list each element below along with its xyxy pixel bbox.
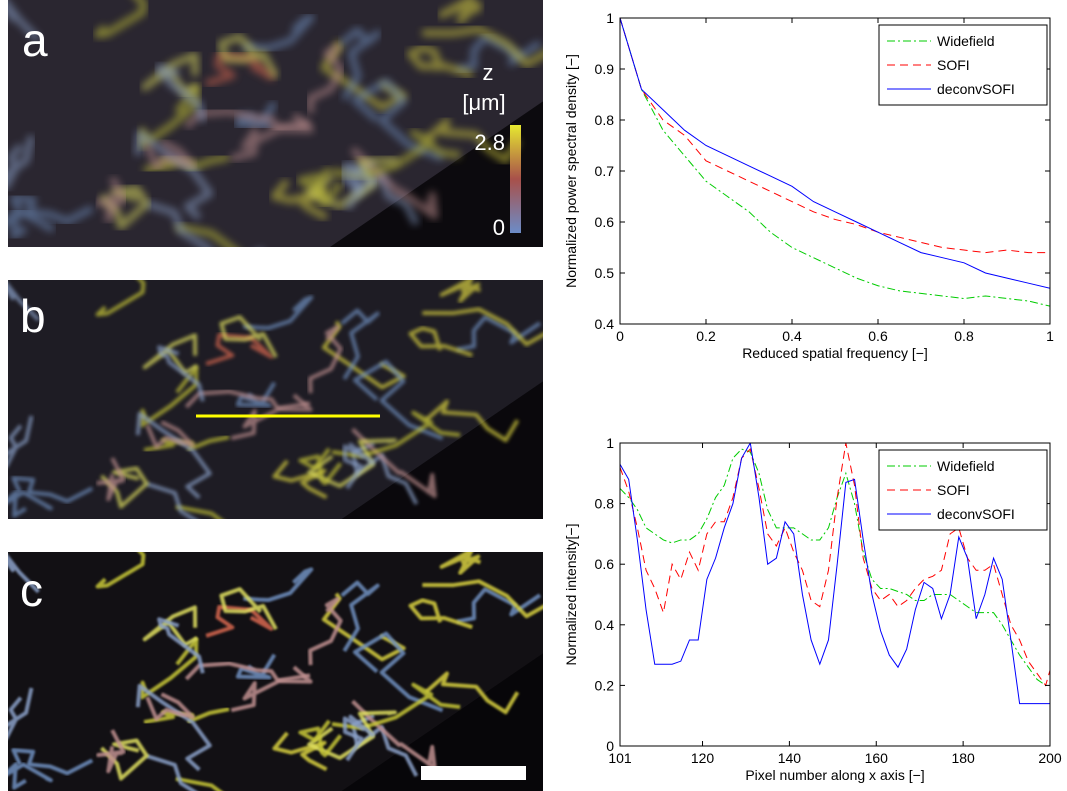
- y-axis-label: Normalized power spectral density [−]: [563, 54, 579, 288]
- y-tick-label: 0.9: [595, 61, 615, 77]
- x-tick-label: 0.8: [954, 328, 974, 344]
- legend-label: SOFI: [937, 57, 970, 73]
- colorbar-tick: 0: [493, 215, 505, 240]
- legend-label: deconvSOFI: [937, 506, 1015, 522]
- y-tick-label: 0.6: [595, 556, 615, 572]
- legend-label: Widefield: [937, 458, 995, 474]
- colorbar-unit: [μm]: [462, 90, 505, 115]
- legend-label: Widefield: [937, 33, 995, 49]
- y-tick-label: 0.5: [595, 265, 615, 281]
- figure: z [μm] 2.8 0 a b c 00.20.40.60.810.40.50…: [0, 0, 1067, 791]
- x-tick-label: 180: [951, 750, 975, 766]
- y-tick-label: 1: [606, 10, 614, 26]
- y-tick-label: 0.8: [595, 496, 615, 512]
- y-tick-label: 0.6: [595, 214, 615, 230]
- panel-label: c: [20, 564, 43, 616]
- x-tick-label: 1: [1046, 328, 1054, 344]
- y-tick-label: 0.4: [595, 316, 615, 332]
- y-axis-label: Normalized intensity[−]: [563, 523, 579, 665]
- legend-label: SOFI: [937, 482, 970, 498]
- colorbar-tick: 2.8: [474, 130, 505, 155]
- x-tick-label: 200: [1038, 750, 1062, 766]
- panel-label: b: [20, 290, 46, 342]
- x-tick-label: 160: [865, 750, 889, 766]
- y-tick-label: 0: [606, 738, 614, 754]
- x-tick-label: 140: [778, 750, 802, 766]
- scale-bar: [421, 766, 526, 780]
- colorbar: [510, 125, 521, 233]
- y-tick-label: 1: [606, 435, 614, 451]
- x-tick-label: 0.6: [868, 328, 888, 344]
- x-tick-label: 120: [691, 750, 715, 766]
- x-axis-label: Pixel number along x axis [−]: [745, 767, 924, 783]
- y-tick-label: 0.4: [595, 617, 615, 633]
- panel-label: a: [22, 14, 48, 66]
- x-tick-label: 0.2: [696, 328, 716, 344]
- y-tick-label: 0.8: [595, 112, 615, 128]
- x-axis-label: Reduced spatial frequency [−]: [742, 345, 928, 361]
- x-tick-label: 0: [616, 328, 624, 344]
- image-deconvsofi: [0, 510, 573, 791]
- image-sofi: [0, 238, 573, 555]
- legend-label: deconvSOFI: [937, 81, 1015, 97]
- y-tick-label: 0.7: [595, 163, 615, 179]
- colorbar-title: z: [483, 60, 494, 85]
- chart: 0 0.2 0.4 0.6 0.8 1 0.4 0.5 0.6 0.7 0.8 0.9 1 Reduced…: [563, 10, 1054, 361]
- x-tick-label: 0.4: [782, 328, 802, 344]
- y-tick-label: 0.2: [595, 677, 615, 693]
